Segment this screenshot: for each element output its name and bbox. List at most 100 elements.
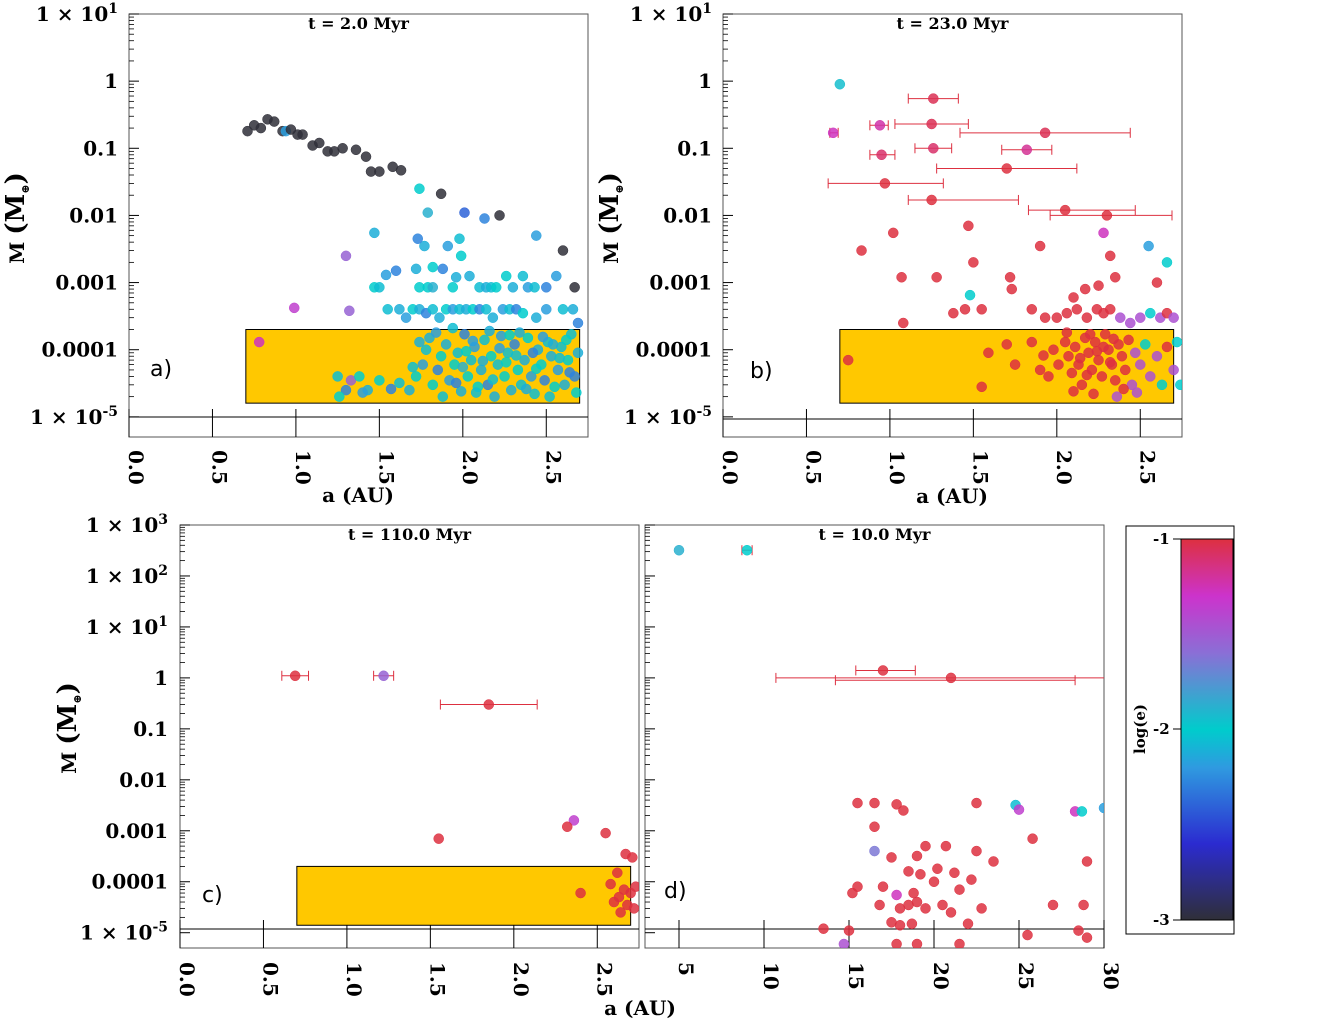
data-point [1093, 280, 1104, 291]
x-tick-label: 1.0 [342, 962, 366, 997]
data-point [1088, 388, 1099, 400]
data-point [427, 282, 439, 293]
data-point [395, 165, 407, 176]
y-axis-label: M (M⊕) [53, 682, 84, 774]
y-tick-label-exponent: 1 [158, 614, 168, 630]
data-point [1126, 379, 1138, 391]
data-point [527, 347, 539, 359]
data-point [564, 367, 575, 378]
data-point [1021, 144, 1033, 156]
data-point [1061, 327, 1073, 338]
data-point [494, 343, 505, 354]
data-point [911, 850, 923, 862]
y-tick-label: 1 × 10-5 [30, 404, 118, 429]
data-point [427, 261, 439, 273]
data-point [394, 377, 405, 389]
data-point [435, 350, 447, 362]
data-point [908, 887, 919, 899]
data-point [856, 245, 867, 256]
data-point [1059, 336, 1071, 348]
data-point [852, 797, 863, 809]
data-point [891, 799, 902, 810]
y-tick-label: 0.0001 [41, 338, 118, 362]
colorbar-label: log(e) [1131, 704, 1149, 754]
data-point [467, 335, 479, 347]
x-tick-label: 2.0 [458, 450, 482, 485]
data-point [519, 354, 530, 366]
data-point [630, 881, 639, 892]
data-point [1066, 367, 1078, 379]
data-point [1073, 925, 1084, 936]
data-point [400, 312, 412, 323]
panel-label: d) [664, 879, 687, 904]
data-point [357, 387, 368, 398]
y-axis-label-m: M [5, 235, 29, 264]
data-point [940, 840, 952, 852]
data-point [1001, 163, 1012, 174]
data-point [455, 386, 467, 397]
data-point [847, 887, 858, 899]
y-tick-label: 0.1 [133, 717, 168, 741]
data-point [253, 336, 265, 348]
data-point [1013, 804, 1025, 815]
x-axis-label-top-right: a (AU) [916, 484, 988, 508]
data-point [572, 317, 584, 329]
data-point [332, 371, 343, 382]
data-point [374, 166, 385, 177]
colorbar-tick-label-bottom: -3 [1153, 911, 1170, 929]
data-point [1076, 806, 1088, 817]
data-point [430, 327, 442, 338]
data-point [1111, 391, 1123, 402]
panel-title: t = 2.0 Myr [308, 14, 409, 33]
y-tick-label-exponent: 3 [158, 512, 168, 528]
data-point [499, 371, 510, 382]
data-point [931, 272, 942, 283]
x-axis-label-top-left: a (AU) [322, 483, 394, 507]
data-point [480, 304, 492, 315]
data-point [288, 302, 300, 314]
y-tick-label-exponent: 1 [702, 1, 712, 17]
data-point [1081, 312, 1093, 323]
data-point [531, 230, 542, 241]
data-point [490, 282, 502, 293]
panel-title: t = 10.0 Myr [819, 525, 931, 544]
y-tick-label: 1 × 103 [86, 512, 168, 537]
y-tick-label-base: 1 × 10 [630, 2, 702, 26]
y-tick-label-exponent: 2 [158, 563, 168, 579]
data-point [500, 357, 512, 368]
data-point [440, 339, 452, 350]
data-point [531, 312, 542, 323]
data-point [404, 384, 415, 396]
data-point [1098, 802, 1104, 814]
colorbar-tick-label-top: -1 [1153, 530, 1170, 548]
data-point [898, 317, 909, 329]
data-point [959, 304, 971, 315]
data-point [920, 840, 931, 852]
data-point [1004, 272, 1016, 283]
y-tick-label-base: 1 × 10 [30, 405, 102, 429]
data-point [1091, 345, 1103, 357]
y-tick-label: 0.1 [83, 136, 118, 160]
data-point [487, 374, 499, 385]
data-point [1026, 304, 1038, 315]
data-point [869, 821, 880, 832]
x-tick-label: 0.0 [124, 450, 148, 485]
data-point [455, 250, 467, 262]
data-point [457, 361, 469, 373]
data-point [1104, 304, 1116, 315]
data-point [544, 391, 555, 402]
y-tick-label: 0.01 [119, 768, 168, 792]
data-point [390, 265, 402, 276]
y-tick-label: 1 × 102 [86, 563, 168, 588]
data-point [531, 363, 542, 375]
data-point [976, 381, 987, 393]
data-point [509, 339, 520, 350]
data-point [1027, 833, 1038, 844]
data-point [906, 918, 918, 929]
data-point [1063, 350, 1074, 362]
data-point [1038, 350, 1049, 361]
y-axis-label-paren: (M [1, 194, 31, 235]
data-point [1099, 328, 1111, 340]
data-point [432, 364, 444, 376]
data-point [437, 263, 449, 275]
